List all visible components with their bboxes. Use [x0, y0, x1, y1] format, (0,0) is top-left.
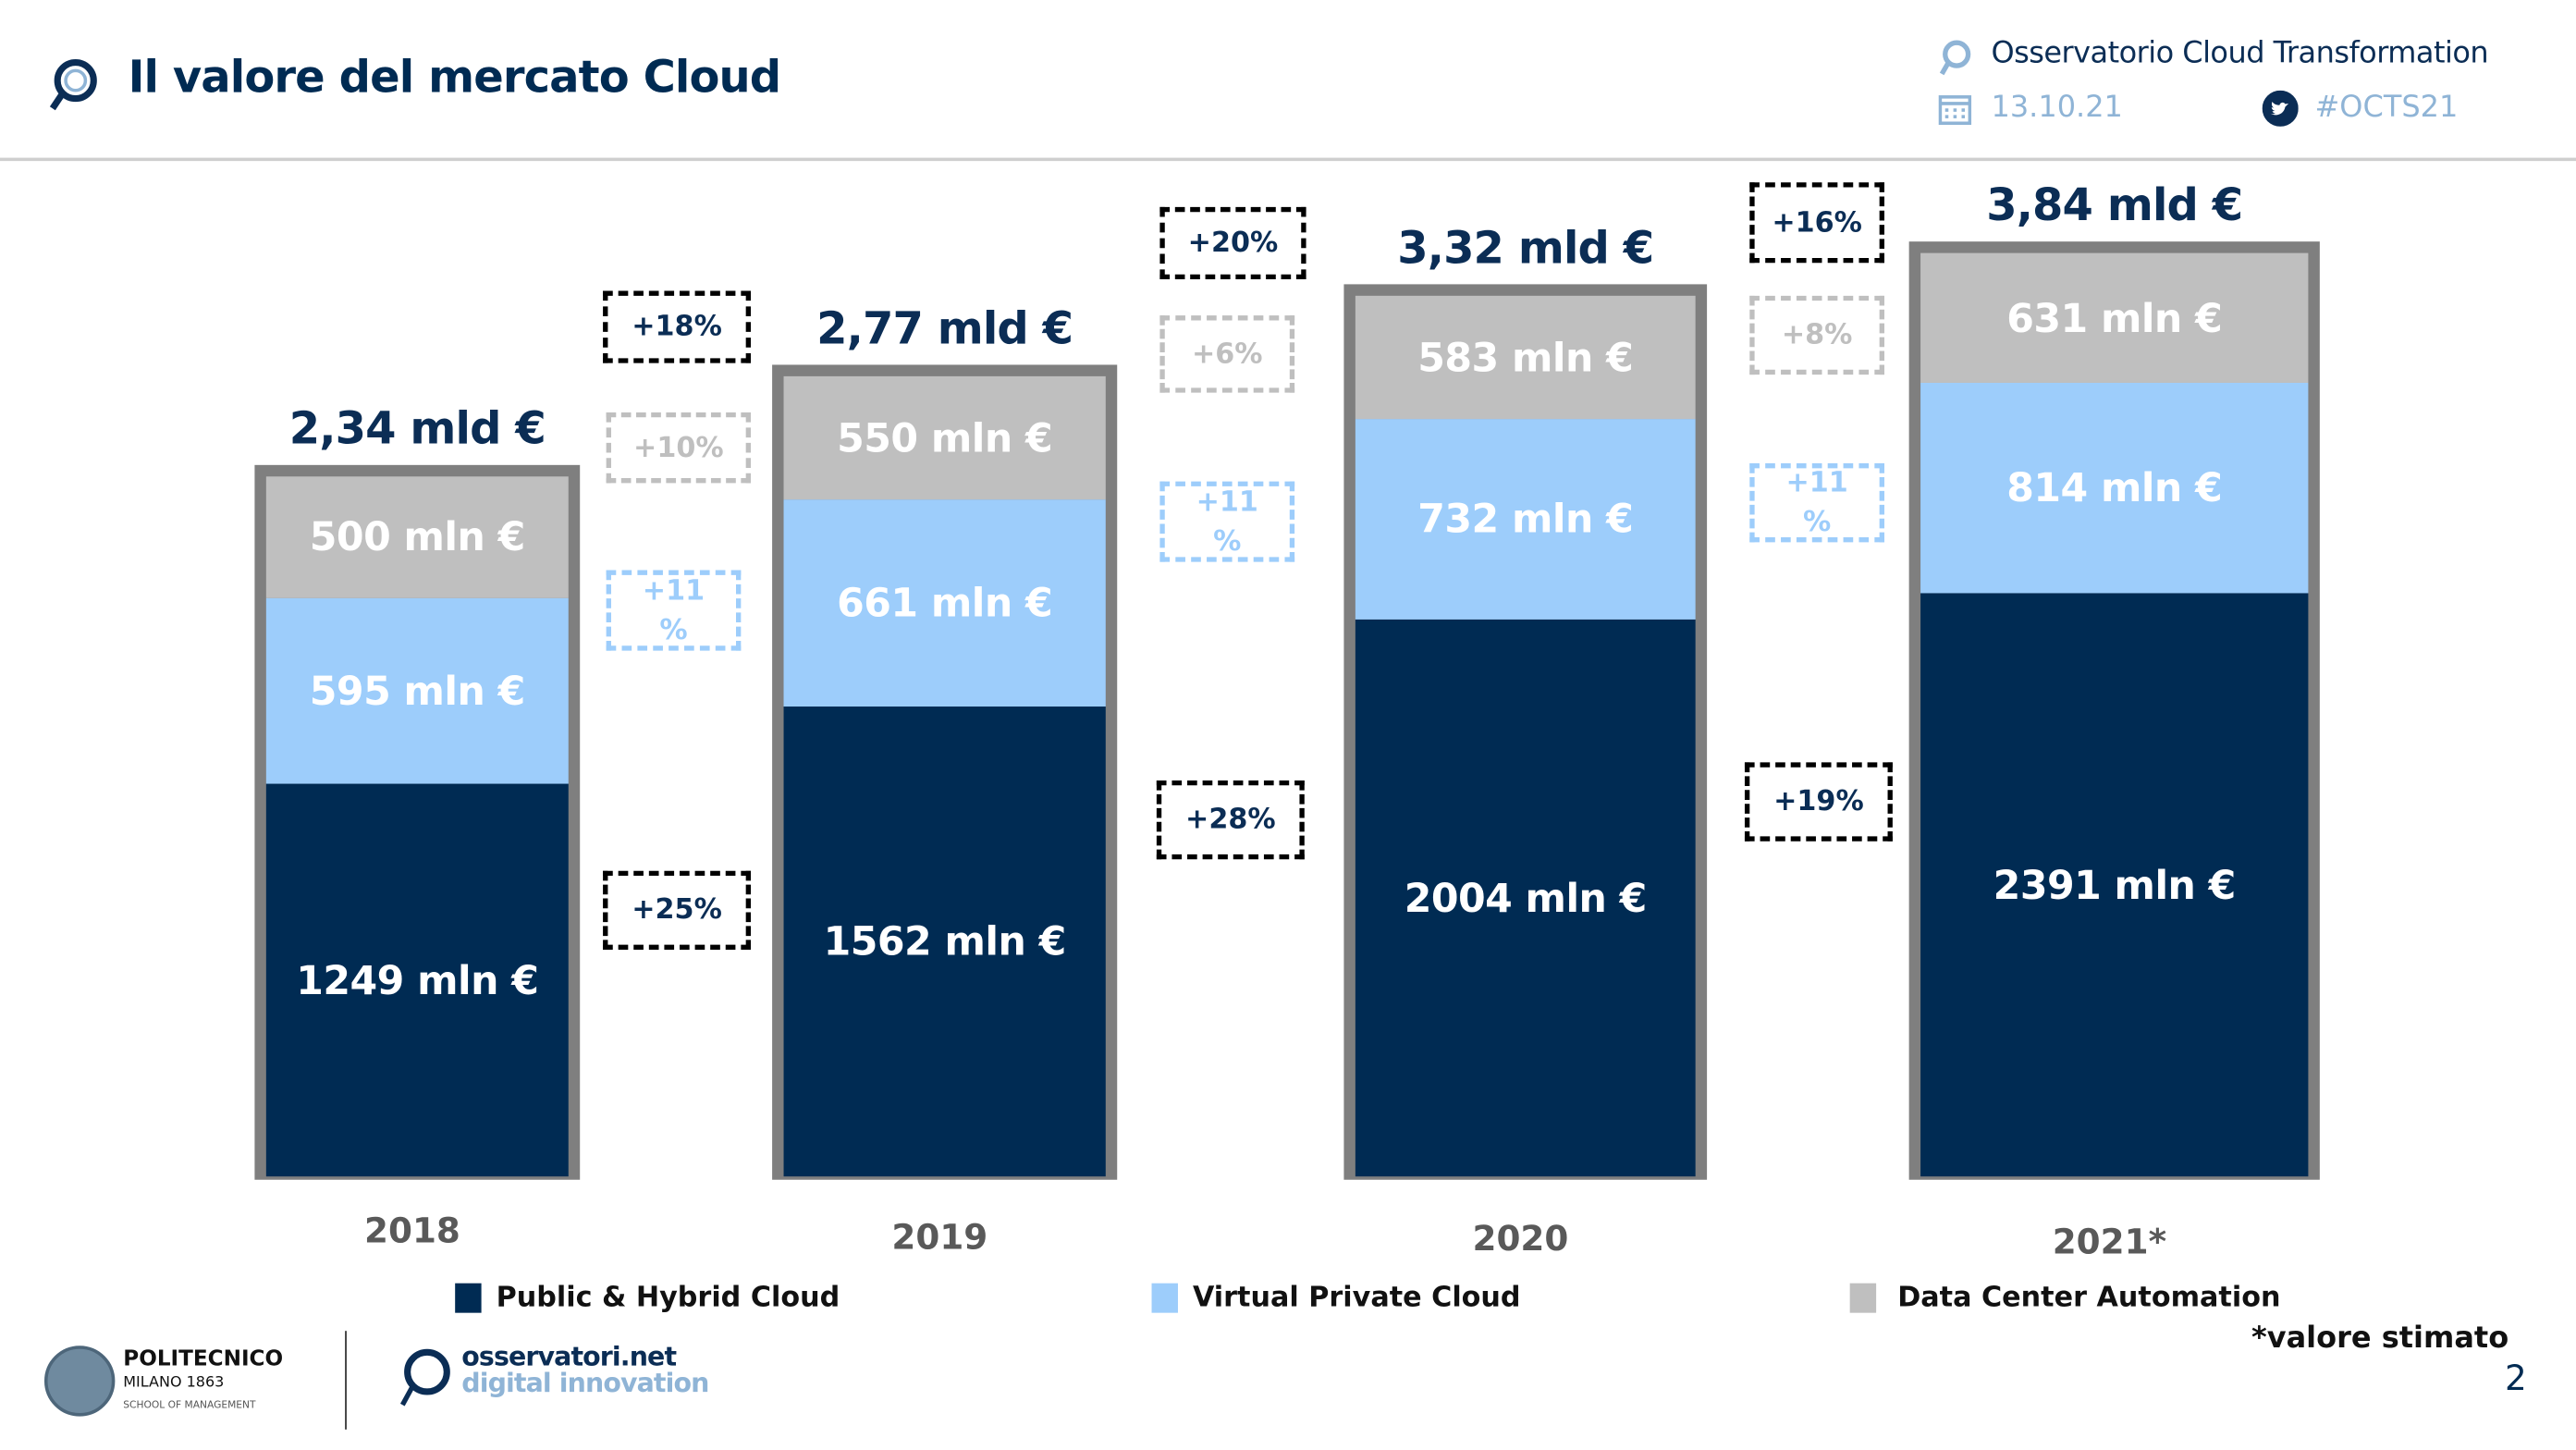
logo-text: POLITECNICO: [123, 1346, 284, 1372]
total-label: 3,84 mld €: [1986, 180, 2243, 232]
bar-segment: 500 mln €: [265, 476, 569, 598]
bar-2021*: 2391 mln €814 mln €631 mln €: [1908, 241, 2320, 1180]
legend-swatch: [1849, 1283, 1877, 1313]
header-divider: [0, 157, 2576, 162]
politecnico-seal-icon: [43, 1346, 116, 1417]
event-hashtag: #OCTS21: [2314, 90, 2459, 126]
logo-text: digital innovation: [461, 1367, 709, 1399]
x-tick-label: 2019: [891, 1217, 988, 1258]
magnifier-logo-icon: [49, 58, 97, 111]
total-label: 2,34 mld €: [288, 404, 546, 456]
growth-label: +19%: [1744, 762, 1893, 842]
growth-label: +20%: [1159, 206, 1306, 280]
bar-2018: 1249 mln €595 mln €500 mln €: [254, 464, 581, 1180]
bar-segment: 661 mln €: [783, 499, 1106, 707]
bar-segment: 1562 mln €: [783, 707, 1106, 1177]
x-tick-label: 2020: [1472, 1219, 1569, 1260]
growth-label: +16%: [1749, 182, 1884, 264]
legend-swatch: [455, 1283, 482, 1313]
growth-label: +11 %: [606, 570, 742, 651]
total-label: 3,32 mld €: [1397, 223, 1654, 275]
page-number: 2: [2504, 1358, 2527, 1399]
osservatori-logo: osservatori.net digital innovation: [461, 1340, 709, 1399]
growth-label: +28%: [1156, 780, 1305, 860]
osservatori-logo-icon: [399, 1348, 450, 1407]
legend-label: Public & Hybrid Cloud: [496, 1281, 840, 1315]
logo-text: MILANO 1863: [123, 1375, 225, 1392]
bar-segment: 732 mln €: [1355, 419, 1696, 620]
growth-label: +25%: [603, 870, 751, 950]
page-title: Il valore del mercato Cloud: [128, 52, 782, 104]
bar-segment: 595 mln €: [265, 597, 569, 784]
bar-2019: 1562 mln €661 mln €550 mln €: [772, 364, 1118, 1180]
growth-label: +18%: [603, 290, 751, 363]
legend-item-public-hybrid: Public & Hybrid Cloud: [455, 1281, 840, 1315]
x-tick-label: 2021*: [2052, 1222, 2167, 1262]
growth-label: +10%: [606, 412, 751, 484]
bar-segment: 550 mln €: [783, 375, 1106, 500]
legend-swatch: [1151, 1283, 1178, 1313]
bar-segment: 2004 mln €: [1355, 619, 1696, 1177]
footer-divider: [345, 1331, 347, 1430]
footnote: *valore stimato: [2251, 1321, 2509, 1356]
legend-label: Data Center Automation: [1897, 1281, 2281, 1315]
bar-2020: 2004 mln €732 mln €583 mln €: [1343, 284, 1708, 1180]
magnifier-icon: [1939, 40, 1971, 76]
legend-item-virtual-private: Virtual Private Cloud: [1151, 1281, 1521, 1315]
x-tick-label: 2018: [364, 1210, 460, 1251]
bar-segment: 1249 mln €: [265, 783, 569, 1177]
logo-text: SCHOOL OF MANAGEMENT: [123, 1399, 256, 1412]
twitter-icon: [2262, 90, 2299, 127]
observatory-name: Osservatorio Cloud Transformation: [1991, 36, 2489, 71]
growth-label: +11 %: [1749, 463, 1884, 543]
growth-label: +11 %: [1159, 481, 1295, 562]
bar-segment: 814 mln €: [1920, 382, 2309, 594]
bar-segment: 631 mln €: [1920, 252, 2309, 383]
growth-label: +6%: [1159, 315, 1295, 393]
calendar-icon: [1938, 95, 1972, 126]
politecnico-logo: POLITECNICO MILANO 1863 SCHOOL OF MANAGE…: [123, 1346, 284, 1419]
logo-text: osservatori.net: [461, 1340, 677, 1372]
legend-item-data-center: Data Center Automation: [1849, 1281, 2281, 1315]
bar-segment: 2391 mln €: [1920, 593, 2309, 1177]
growth-label: +8%: [1749, 295, 1884, 375]
event-date: 13.10.21: [1991, 90, 2123, 126]
total-label: 2,77 mld €: [816, 303, 1073, 355]
bar-segment: 583 mln €: [1355, 295, 1696, 420]
legend-label: Virtual Private Cloud: [1192, 1281, 1521, 1315]
